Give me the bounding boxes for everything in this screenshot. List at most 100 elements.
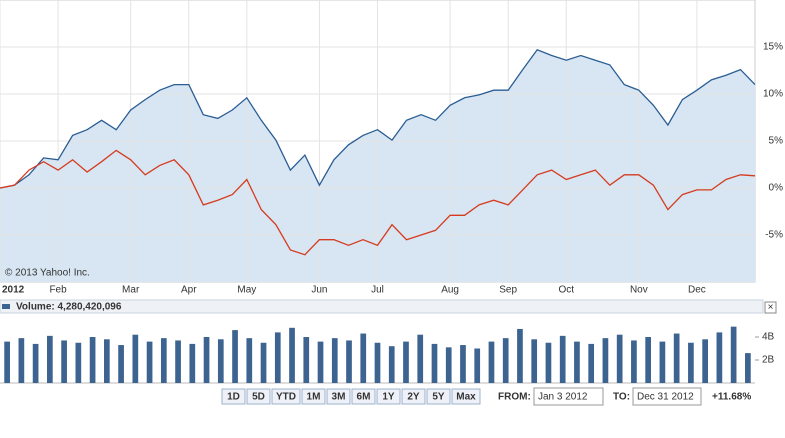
bar — [403, 341, 409, 383]
bar — [517, 328, 523, 383]
range-button[interactable]: 5Y — [426, 388, 451, 405]
x-tick-label: Sep — [499, 285, 517, 296]
bar — [673, 333, 680, 383]
line — [0, 49, 756, 189]
button-box — [426, 388, 451, 405]
button-label: 6M — [357, 392, 371, 403]
range-button[interactable]: 2Y — [401, 388, 426, 405]
y-tick-label: 5% — [769, 136, 784, 147]
range-button[interactable]: 6M — [351, 388, 376, 405]
range-button[interactable]: YTD — [271, 388, 301, 405]
x-tick-label: May — [237, 285, 256, 296]
bar — [460, 345, 466, 383]
bar — [32, 343, 39, 383]
range-button[interactable]: 1Y — [376, 388, 401, 405]
bar — [602, 338, 609, 383]
range-button[interactable]: 5D — [246, 388, 271, 405]
bar — [232, 330, 238, 383]
svg-text:×: × — [768, 302, 774, 313]
bar — [331, 338, 338, 383]
bar — [745, 353, 751, 383]
bar — [246, 338, 253, 383]
x-tick-label: Feb — [49, 285, 67, 296]
from-value: Jan 3 2012 — [538, 392, 588, 403]
bar — [688, 342, 694, 383]
button-label: 2Y — [407, 392, 420, 403]
bar — [502, 338, 509, 383]
y-tick-label: 15% — [763, 42, 783, 53]
bar — [730, 326, 737, 383]
bar — [217, 339, 224, 383]
range-button[interactable]: 1M — [301, 388, 326, 405]
button-label: 5Y — [432, 392, 445, 403]
bar — [346, 340, 352, 383]
x-tick-label: Nov — [630, 285, 648, 296]
y-tick-label: 4B — [762, 332, 775, 343]
bar — [47, 335, 53, 383]
button-box — [401, 388, 426, 405]
bar — [4, 341, 10, 383]
volume-icon — [2, 304, 10, 309]
button-label: YTD — [276, 392, 296, 403]
bar — [374, 342, 381, 383]
bar — [545, 342, 552, 383]
bar — [132, 334, 139, 383]
button-label: 1M — [307, 392, 321, 403]
x-tick-label: Oct — [558, 285, 574, 296]
bar — [616, 334, 623, 383]
bar — [360, 333, 367, 383]
to-label: TO: — [613, 392, 630, 403]
x-tick-label: Jul — [371, 285, 384, 296]
bar — [702, 339, 708, 383]
bar — [160, 338, 167, 383]
bar — [388, 346, 395, 383]
close-button[interactable]: × — [764, 301, 777, 314]
range-button[interactable]: Max — [451, 388, 481, 405]
line — [0, 149, 756, 256]
button-box — [301, 388, 326, 405]
volume-header — [0, 299, 764, 314]
y-tick-label: 2B — [762, 355, 775, 366]
copyright: © 2013 Yahoo! Inc. — [5, 268, 90, 279]
button-box — [376, 388, 401, 405]
bar — [417, 334, 424, 383]
from-input[interactable] — [533, 387, 604, 406]
bar — [118, 345, 124, 383]
x-tick-label: Apr — [181, 285, 197, 296]
range-button[interactable]: 3M — [326, 388, 351, 405]
bar — [89, 337, 96, 383]
bar — [659, 341, 666, 383]
plot — [0, 0, 756, 282]
button-label: Max — [456, 392, 476, 403]
button-box — [246, 388, 271, 405]
bar — [175, 340, 181, 383]
bar — [645, 337, 652, 383]
x-tick-label: Aug — [441, 285, 459, 296]
bar — [274, 332, 281, 383]
bar — [103, 339, 110, 383]
bar — [431, 343, 438, 383]
bar — [189, 343, 196, 383]
bar — [260, 342, 267, 383]
bar — [716, 332, 723, 383]
volume-title: Volume: 4,280,420,096 — [16, 302, 122, 313]
to-value: Dec 31 2012 — [637, 392, 694, 403]
bar — [574, 341, 580, 383]
y-tick-label: -5% — [765, 230, 783, 241]
x-tick-label: Mar — [122, 285, 140, 296]
bar — [289, 327, 295, 383]
bar — [531, 339, 538, 383]
y-tick-label: 0% — [769, 183, 784, 194]
bar — [75, 342, 82, 383]
button-label: 3M — [332, 392, 346, 403]
x-tick-label: Dec — [688, 285, 706, 296]
bar — [146, 341, 153, 383]
to-input[interactable] — [632, 387, 702, 406]
bar — [631, 340, 637, 383]
bar — [18, 338, 25, 383]
button-label: 1Y — [382, 392, 395, 403]
y-tick-label: 10% — [763, 89, 783, 100]
range-button[interactable]: 1D — [221, 388, 246, 405]
bar — [303, 337, 310, 383]
